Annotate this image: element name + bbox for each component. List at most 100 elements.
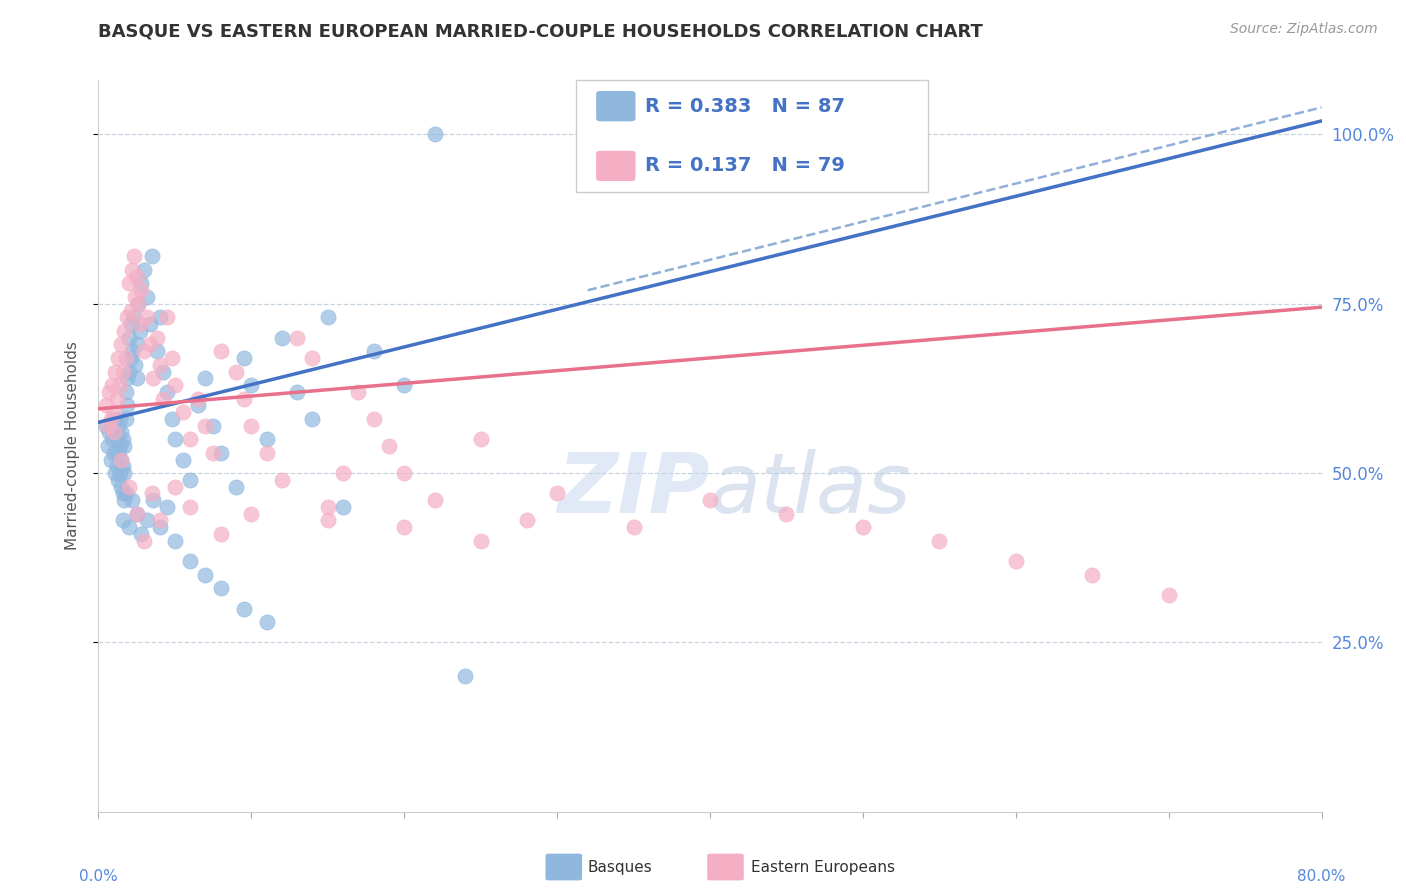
Point — [179, 554, 201, 568]
Text: Basques: Basques — [588, 860, 652, 874]
Point — [301, 412, 323, 426]
Point — [111, 432, 134, 446]
Point — [112, 466, 135, 480]
Point — [110, 425, 132, 440]
Point — [103, 412, 125, 426]
Point — [392, 520, 416, 534]
Point — [156, 310, 179, 325]
Point — [145, 331, 167, 345]
Point — [120, 303, 142, 318]
Point — [209, 581, 232, 595]
Point — [107, 351, 129, 365]
Point — [124, 358, 146, 372]
Point — [125, 269, 148, 284]
Point — [112, 439, 135, 453]
Point — [423, 493, 446, 508]
Point — [136, 310, 159, 325]
Point — [285, 384, 308, 399]
Y-axis label: Married-couple Households: Married-couple Households — [65, 342, 80, 550]
Point — [392, 466, 416, 480]
Point — [108, 439, 131, 453]
Point — [118, 277, 141, 291]
Point — [194, 418, 217, 433]
Point — [423, 128, 446, 142]
Point — [347, 384, 370, 399]
Text: R = 0.383   N = 87: R = 0.383 N = 87 — [645, 96, 845, 116]
Point — [107, 418, 129, 433]
Point — [270, 473, 292, 487]
Point — [202, 418, 225, 433]
Point — [316, 500, 339, 514]
Point — [301, 351, 323, 365]
Point — [623, 520, 645, 534]
Point — [129, 277, 152, 291]
Point — [103, 446, 125, 460]
Point — [125, 337, 148, 351]
Point — [209, 344, 232, 359]
Point — [107, 446, 129, 460]
Point — [470, 432, 492, 446]
Point — [97, 418, 120, 433]
Point — [103, 425, 125, 440]
Point — [225, 480, 247, 494]
Point — [120, 351, 142, 365]
Point — [112, 493, 135, 508]
Point — [122, 310, 145, 325]
Point — [699, 493, 721, 508]
Point — [98, 425, 121, 440]
Point — [225, 364, 247, 378]
Point — [378, 439, 401, 453]
Point — [332, 500, 354, 514]
Point — [111, 514, 134, 528]
Point — [285, 331, 308, 345]
Point — [104, 364, 127, 378]
Point — [156, 384, 179, 399]
Point — [103, 405, 125, 419]
Point — [194, 567, 217, 582]
Point — [152, 364, 174, 378]
Point — [1081, 567, 1104, 582]
Point — [124, 290, 146, 304]
Point — [928, 533, 950, 548]
Point — [1157, 588, 1180, 602]
Point — [240, 507, 263, 521]
Point — [121, 493, 143, 508]
Point — [232, 351, 254, 365]
Point — [111, 486, 134, 500]
Point — [202, 446, 225, 460]
Point — [139, 317, 162, 331]
Text: ZIP: ZIP — [557, 450, 710, 531]
Point — [145, 344, 167, 359]
Point — [127, 297, 149, 311]
Point — [134, 533, 156, 548]
Point — [1004, 554, 1026, 568]
Point — [392, 378, 416, 392]
Text: Source: ZipAtlas.com: Source: ZipAtlas.com — [1230, 22, 1378, 37]
Point — [100, 412, 122, 426]
Text: Eastern Europeans: Eastern Europeans — [751, 860, 894, 874]
Point — [107, 473, 129, 487]
Point — [363, 412, 385, 426]
Point — [111, 364, 134, 378]
Point — [94, 418, 117, 433]
Point — [117, 371, 139, 385]
Point — [149, 310, 172, 325]
Point — [129, 283, 152, 297]
Point — [316, 310, 339, 325]
Point — [136, 514, 159, 528]
Point — [156, 500, 179, 514]
Point — [118, 364, 141, 378]
Point — [110, 337, 132, 351]
Point — [125, 507, 148, 521]
Point — [163, 480, 186, 494]
Point — [115, 412, 138, 426]
Point — [117, 398, 139, 412]
Point — [160, 351, 183, 365]
Point — [98, 384, 121, 399]
Point — [316, 514, 339, 528]
Point — [108, 378, 131, 392]
Point — [128, 324, 150, 338]
Point — [110, 452, 132, 467]
Point — [104, 425, 127, 440]
Point — [134, 263, 156, 277]
